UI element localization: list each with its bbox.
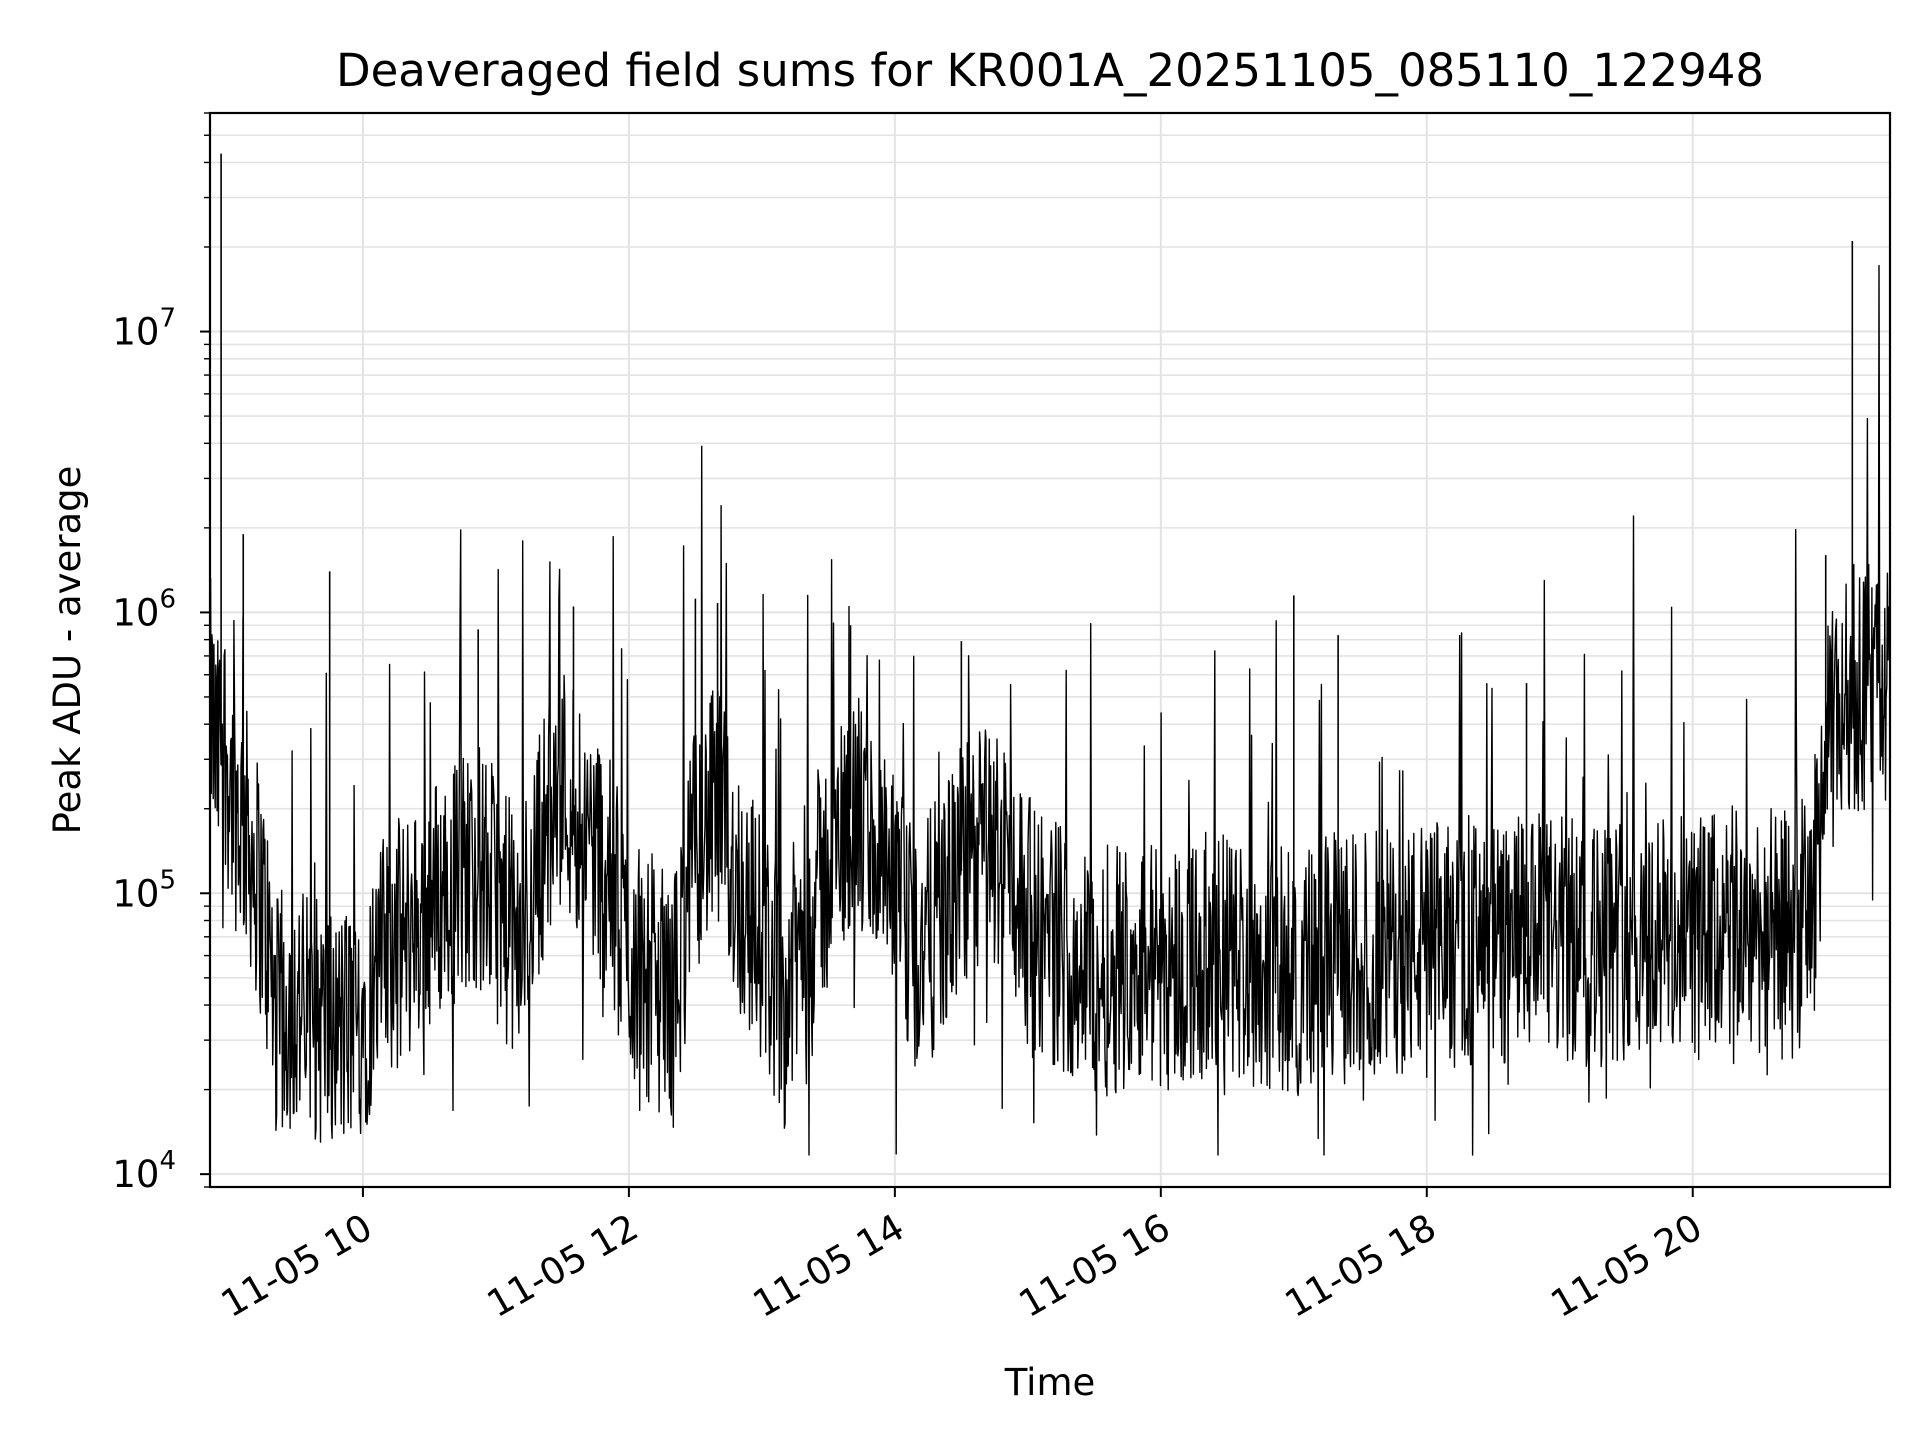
- series-line: [209, 264, 1891, 1156]
- x-axis-label: Time: [1004, 1361, 1096, 1404]
- y-tick-label: 107: [112, 304, 176, 354]
- data-series: [209, 153, 1891, 1156]
- plot-frame: [208, 111, 1892, 1189]
- y-axis-label: Peak ADU - average: [46, 466, 89, 835]
- chart-title: Deaveraged field sums for KR001A_2025110…: [336, 44, 1764, 97]
